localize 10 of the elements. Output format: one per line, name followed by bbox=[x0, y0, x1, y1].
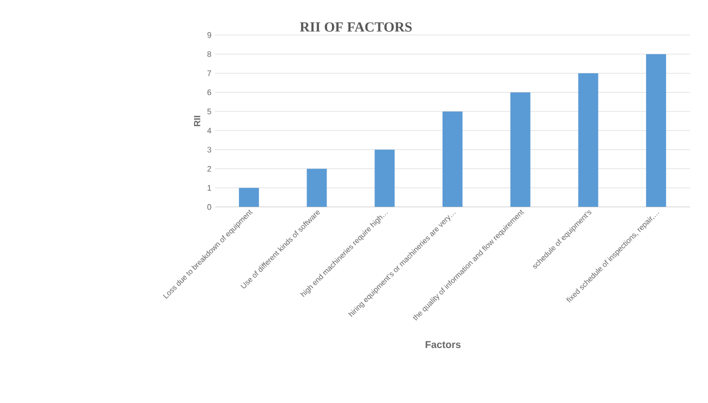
bar bbox=[238, 188, 259, 207]
chart-title: RII OF FACTORS bbox=[300, 22, 412, 32]
bar bbox=[578, 73, 598, 207]
bar bbox=[374, 150, 395, 207]
x-axis-title: Factors bbox=[426, 341, 461, 348]
bar bbox=[646, 54, 666, 207]
bar bbox=[510, 92, 530, 207]
y-axis-title: RII bbox=[194, 116, 200, 126]
bar bbox=[306, 168, 327, 207]
bar bbox=[442, 111, 463, 207]
